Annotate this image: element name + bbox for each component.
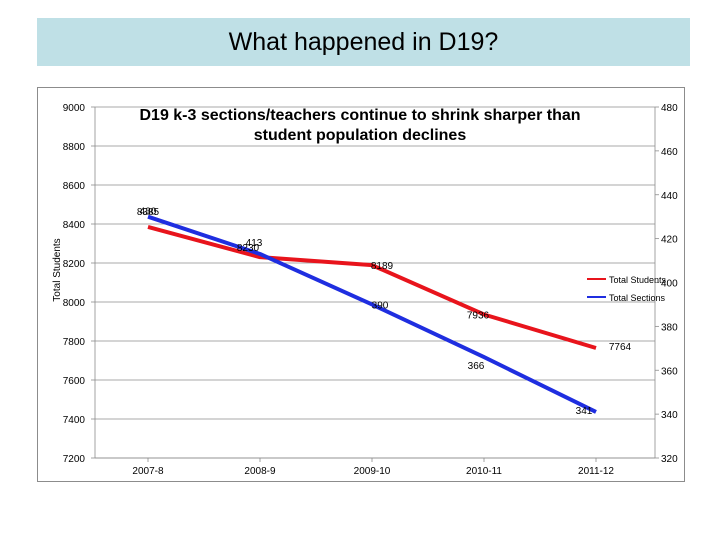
y-axis-label: Total Students xyxy=(52,238,63,301)
x-tick-label: 2008-9 xyxy=(244,466,276,477)
y-tick-label: 7200 xyxy=(63,454,86,465)
data-label: 8385 xyxy=(137,207,160,218)
x-tick-label: 2009-10 xyxy=(354,466,391,477)
x-tick-label: 2007-8 xyxy=(132,466,164,477)
legend-label: Total Students xyxy=(609,275,667,285)
axes xyxy=(94,107,656,459)
data-label: 366 xyxy=(468,361,485,372)
right-axis-ticks: 480 460 440 420 400 380 360 340 320 xyxy=(655,103,678,465)
series-lines xyxy=(147,214,597,414)
chart-title-line: student population declines xyxy=(254,127,467,144)
y2-tick-label: 380 xyxy=(661,322,678,333)
data-labels: 8385 8230 8189 7936 7764 430 413 390 366 341 xyxy=(137,207,632,417)
y2-tick-label: 340 xyxy=(661,410,678,421)
data-label: 341 xyxy=(576,406,593,417)
y2-tick-label: 440 xyxy=(661,191,678,202)
data-label: 430 xyxy=(140,207,157,218)
y2-tick-label: 420 xyxy=(661,235,678,246)
y-tick-label: 8200 xyxy=(63,259,86,270)
x-tick-label: 2011-12 xyxy=(578,466,614,477)
data-label: 413 xyxy=(246,238,263,249)
legend-label: Total Sections xyxy=(609,293,666,303)
y2-tick-label: 360 xyxy=(661,366,678,377)
data-label: 8189 xyxy=(371,261,394,272)
chart-frame xyxy=(37,87,685,482)
y-tick-label: 9000 xyxy=(63,103,86,114)
series-line-total-students xyxy=(147,224,597,350)
gridlines xyxy=(95,106,655,459)
y-tick-label: 8600 xyxy=(63,181,86,192)
y2-tick-label: 320 xyxy=(661,454,678,465)
x-tick-label: 2010-11 xyxy=(466,466,502,477)
data-label: 7764 xyxy=(609,342,632,353)
y2-tick-label: 480 xyxy=(661,103,678,114)
x-axis-ticks: 2007-8 2008-9 2009-10 2010-11 2011-12 xyxy=(132,458,614,477)
y-tick-label: 8400 xyxy=(63,220,86,231)
y-tick-label: 7400 xyxy=(63,415,86,426)
y-tick-label: 7800 xyxy=(63,337,86,348)
data-label: 8230 xyxy=(237,243,260,254)
y2-tick-label: 460 xyxy=(661,147,678,158)
slide-title: What happened in D19? xyxy=(228,27,499,56)
series-line-total-sections xyxy=(147,214,597,414)
y-tick-label: 7600 xyxy=(63,376,86,387)
data-label: 7936 xyxy=(467,310,490,321)
chart-title: D19 k-3 sections/teachers continue to sh… xyxy=(139,107,580,144)
y2-tick-label: 400 xyxy=(661,279,678,290)
left-axis-ticks: 9000 8800 8600 8400 8200 8000 7800 7600 7400 7200 xyxy=(63,103,95,465)
chart-title-line: D19 k-3 sections/teachers continue to sh… xyxy=(139,107,580,124)
data-label: 390 xyxy=(372,300,389,311)
y-tick-label: 8800 xyxy=(63,142,86,153)
slide-title-bar: What happened in D19? xyxy=(37,18,690,66)
legend: Total Students Total Sections xyxy=(587,275,667,303)
y-tick-label: 8000 xyxy=(63,298,86,309)
